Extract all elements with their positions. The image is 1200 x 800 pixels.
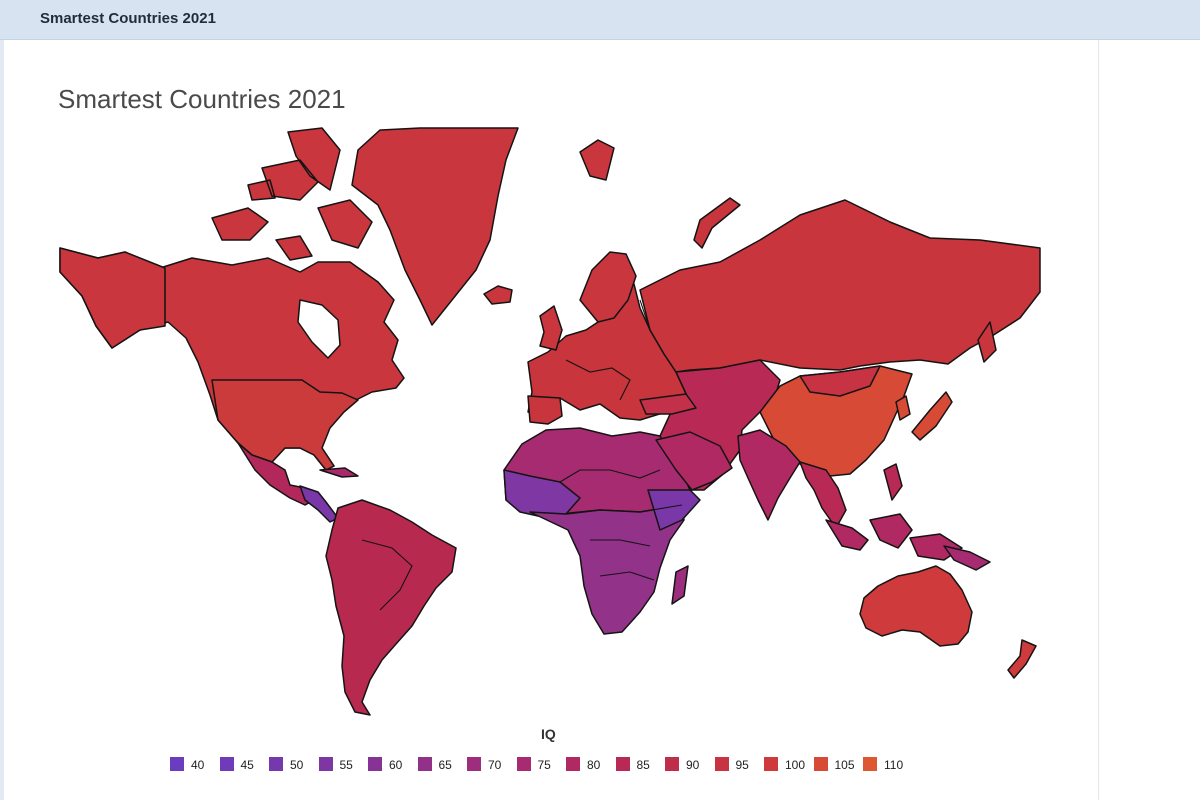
legend-swatch: [417, 757, 432, 771]
panel-left-edge: [0, 40, 4, 800]
legend-label: 110: [884, 758, 904, 772]
region-philippines[interactable]: [883, 463, 903, 501]
region-madagascar[interactable]: [671, 565, 689, 605]
legend-swatch: [714, 757, 729, 771]
region-sakhalin-kamchatka[interactable]: [977, 321, 997, 363]
region-korea[interactable]: [895, 395, 911, 421]
legend: 40 45 50 55 60 65 70 75 80 85 90 95 100 105 110: [170, 756, 950, 774]
region-papua[interactable]: [943, 545, 991, 571]
legend-swatch: [318, 757, 333, 771]
region-japan[interactable]: [911, 391, 953, 441]
legend-swatch: [467, 757, 481, 771]
legend-label: 90: [686, 758, 700, 772]
legend-swatch: [269, 757, 283, 771]
region-turkey[interactable]: [639, 393, 697, 415]
legend-label: 105: [834, 758, 855, 772]
legend-swatch: [813, 757, 828, 771]
region-indonesia[interactable]: [825, 513, 963, 561]
legend-swatch: [863, 757, 877, 771]
legend-label: 40: [191, 758, 205, 772]
region-alaska[interactable]: [59, 247, 166, 349]
border-russia-china: [779, 365, 913, 387]
region-uk[interactable]: [539, 305, 563, 351]
legend-label: 65: [438, 758, 452, 772]
legend-swatch: [566, 757, 580, 771]
border-sahel: [529, 504, 683, 515]
region-svalbard[interactable]: [579, 139, 615, 181]
window-header: Smartest Countries 2021: [0, 0, 1200, 40]
legend-swatch: [170, 757, 184, 771]
region-iberia[interactable]: [527, 395, 563, 425]
border-africa-inner-1: [559, 469, 661, 483]
legend-label: 75: [537, 758, 551, 772]
legend-label: 100: [785, 758, 806, 772]
legend-label: 95: [735, 758, 749, 772]
region-arctic-canada[interactable]: [211, 127, 373, 261]
region-horn-of-africa[interactable]: [647, 489, 701, 531]
border-africa-inner-3: [599, 571, 655, 581]
legend-swatch: [665, 757, 679, 771]
legend-label: 80: [587, 758, 601, 772]
region-iceland[interactable]: [483, 285, 513, 305]
chart-title: Smartest Countries 2021: [58, 84, 346, 114]
legend-label: 45: [240, 758, 254, 772]
region-scandinavia[interactable]: [579, 251, 637, 323]
legend-label: 55: [339, 758, 353, 772]
legend-label: 70: [488, 758, 502, 772]
border-africa-inner-2: [590, 539, 651, 547]
region-south-america[interactable]: [325, 499, 457, 716]
legend-title: IQ: [541, 726, 556, 742]
region-cuba[interactable]: [319, 467, 359, 478]
legend-swatch: [615, 757, 630, 771]
region-arabia[interactable]: [655, 431, 733, 491]
legend-label: 50: [290, 758, 304, 772]
region-usa[interactable]: [211, 379, 359, 471]
legend-swatch: [219, 757, 234, 771]
legend-swatch: [368, 757, 382, 771]
window-title: Smartest Countries 2021: [40, 10, 216, 27]
region-novaya-zemlya[interactable]: [693, 197, 741, 249]
region-australia[interactable]: [859, 565, 973, 647]
legend-swatch: [516, 757, 531, 771]
region-hudson-bay: [297, 299, 341, 359]
region-new-zealand[interactable]: [1007, 639, 1037, 679]
legend-label: 85: [636, 758, 650, 772]
legend-swatch: [764, 757, 778, 771]
border-south-america-inner: [361, 539, 413, 611]
region-greenland[interactable]: [351, 127, 519, 326]
border-europe-russia: [639, 299, 677, 373]
border-europe-inner: [565, 359, 631, 401]
legend-label: 60: [389, 758, 403, 772]
panel-divider: [1098, 40, 1099, 800]
region-india[interactable]: [737, 429, 801, 521]
